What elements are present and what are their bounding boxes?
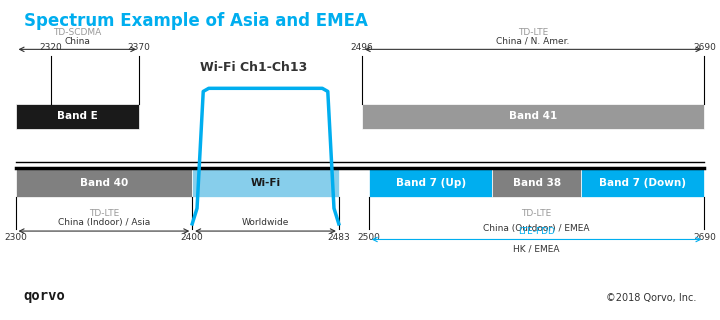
Bar	[361, 104, 704, 129]
Text: qorvo: qorvo	[24, 289, 66, 303]
Text: 2300: 2300	[4, 233, 27, 242]
Bar	[16, 104, 139, 129]
Text: Band E: Band E	[57, 111, 98, 121]
Text: TD-LTE: TD-LTE	[521, 209, 552, 218]
Bar	[581, 169, 704, 197]
Text: Band 40: Band 40	[80, 178, 128, 188]
Text: China (Outdoor) / EMEA: China (Outdoor) / EMEA	[483, 224, 590, 233]
Text: Band 38: Band 38	[513, 178, 561, 188]
Text: 2496: 2496	[351, 44, 373, 52]
Text: Spectrum Example of Asia and EMEA: Spectrum Example of Asia and EMEA	[24, 12, 368, 30]
Text: 2370: 2370	[127, 44, 150, 52]
Text: China (Indoor) / Asia: China (Indoor) / Asia	[58, 218, 150, 227]
Text: 2483: 2483	[328, 233, 350, 242]
Text: Worldwide: Worldwide	[242, 218, 289, 227]
Text: Band 7 (Down): Band 7 (Down)	[599, 178, 686, 188]
Text: 2320: 2320	[40, 44, 63, 52]
Text: TD-SCDMA: TD-SCDMA	[53, 28, 102, 37]
Text: 2690: 2690	[693, 44, 716, 52]
Text: 2690: 2690	[693, 233, 716, 242]
Text: Wi-Fi Ch1-Ch13: Wi-Fi Ch1-Ch13	[200, 61, 307, 74]
Text: 2500: 2500	[357, 233, 380, 242]
Text: HK / EMEA: HK / EMEA	[513, 245, 560, 254]
Text: ©2018 Qorvo, Inc.: ©2018 Qorvo, Inc.	[606, 293, 696, 303]
Text: Wi-Fi: Wi-Fi	[251, 178, 281, 188]
Bar	[192, 169, 339, 197]
Text: Band 41: Band 41	[509, 111, 557, 121]
Text: TD-LTE: TD-LTE	[89, 209, 119, 218]
Bar	[492, 169, 581, 197]
Text: TD-LTE: TD-LTE	[518, 28, 548, 37]
Text: LTE-FDD: LTE-FDD	[518, 227, 555, 236]
Text: China: China	[65, 36, 90, 46]
Text: Band 7 (Up): Band 7 (Up)	[395, 178, 466, 188]
Text: 2400: 2400	[181, 233, 204, 242]
Text: China / N. Amer.: China / N. Amer.	[496, 36, 570, 46]
Bar	[16, 169, 192, 197]
Bar	[369, 169, 492, 197]
